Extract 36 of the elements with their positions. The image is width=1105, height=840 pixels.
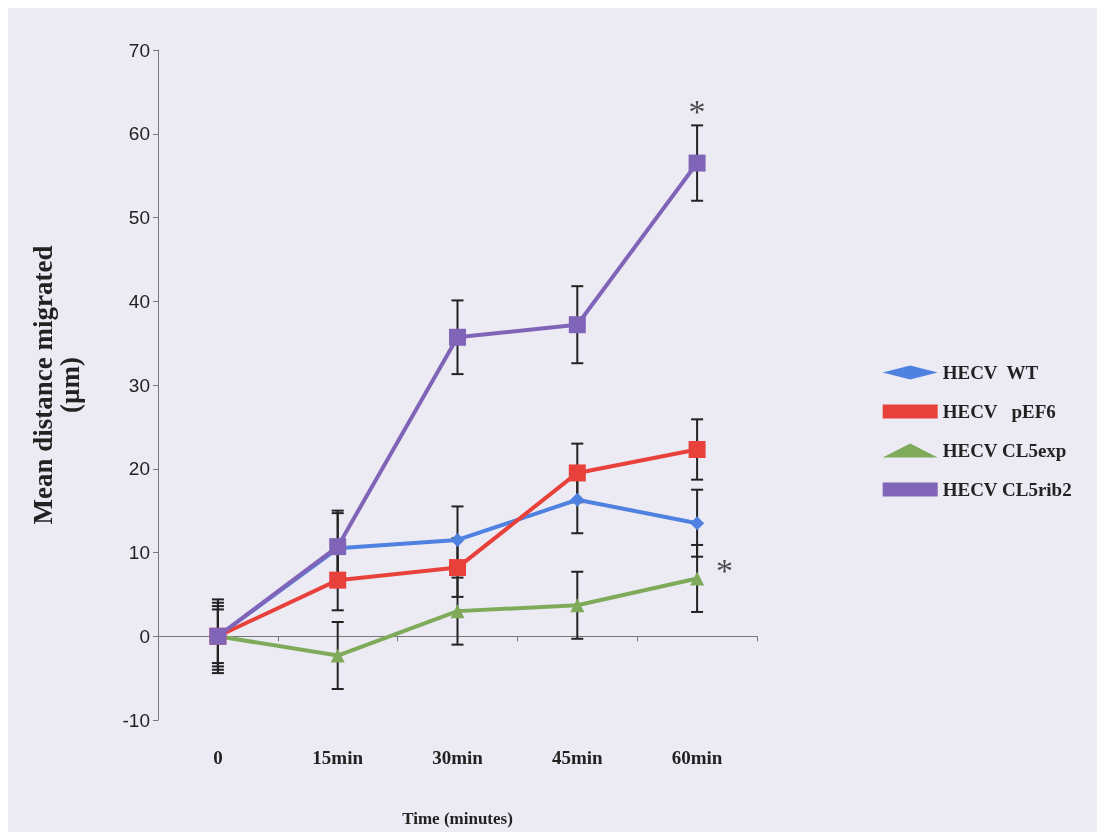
legend-label: HECV pEF6 [942, 401, 1056, 422]
point [688, 154, 706, 172]
point [330, 648, 345, 663]
x-tick-label: 45min [551, 747, 604, 768]
point [329, 571, 347, 589]
legend-label: HECV CL5exp [942, 440, 1067, 461]
y-tick-label: 70 [128, 39, 150, 61]
y-tick-label: 40 [128, 290, 150, 312]
y-tick-label: -10 [122, 709, 150, 731]
y-tick-label: 0 [139, 625, 150, 647]
x-tick-label: 0 [213, 747, 223, 768]
y-tick-label: 60 [128, 123, 150, 145]
x-axis-title: Time (minutes) [402, 809, 513, 828]
point [690, 516, 705, 531]
y-axis-title: Mean distance migrated (µm) [27, 245, 85, 525]
point [570, 598, 585, 613]
x-tick-label: 30min [432, 747, 484, 768]
point [449, 328, 466, 346]
point [450, 604, 465, 619]
annotation: * [688, 92, 706, 130]
x-tick-label: 60min [671, 747, 723, 768]
legend-label: HECV WT [942, 362, 1039, 383]
point [449, 559, 466, 577]
annotation: * [716, 551, 734, 589]
legend-label: HECV CL5rib2 [942, 479, 1072, 500]
y-tick-label: 10 [128, 542, 150, 563]
point [568, 316, 586, 334]
y-tick-label: 30 [128, 374, 150, 396]
point [570, 492, 585, 507]
x-tick-label: 15min [312, 747, 364, 768]
point [688, 440, 706, 458]
y-tick-label: 20 [128, 458, 150, 480]
point [690, 571, 705, 586]
point [568, 464, 586, 482]
point [450, 532, 465, 547]
y-tick-label: 50 [128, 207, 150, 228]
